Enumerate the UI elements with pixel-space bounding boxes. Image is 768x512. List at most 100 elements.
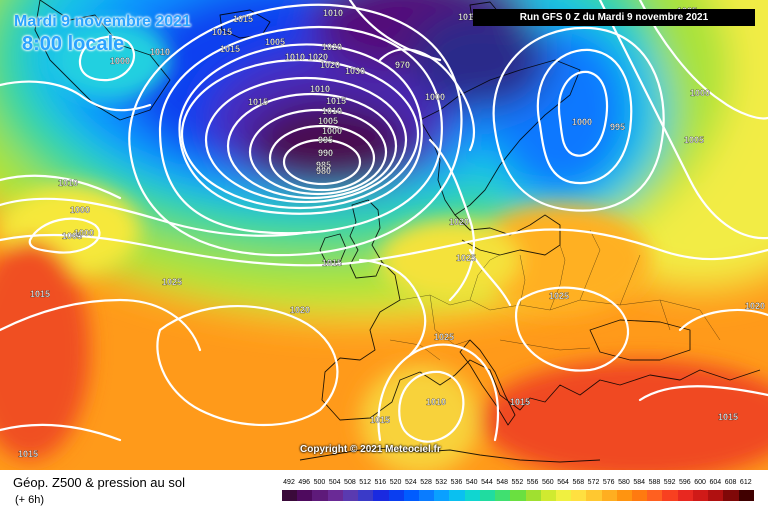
pressure-label: 1015 xyxy=(233,14,253,24)
isobar xyxy=(598,0,768,240)
scale-swatch xyxy=(525,490,541,501)
borders xyxy=(389,229,721,361)
scale-label: 592 xyxy=(663,479,676,486)
footer-forecast-offset: (+ 6h) xyxy=(15,494,45,506)
isobar xyxy=(428,138,475,302)
scale-swatch xyxy=(373,490,389,501)
scale-label: 528 xyxy=(420,479,432,486)
isobar xyxy=(536,48,633,185)
isobar xyxy=(268,124,376,192)
scale-label: 604 xyxy=(709,479,722,486)
pressure-label: 1010 xyxy=(285,52,305,62)
scale-swatch xyxy=(677,490,693,501)
scale-label: 524 xyxy=(404,479,417,486)
pressure-label: 1010 xyxy=(426,397,446,407)
scale-swatch xyxy=(312,490,328,501)
isobar xyxy=(204,76,408,204)
isobar xyxy=(678,308,768,332)
isobars xyxy=(0,0,768,443)
scale-swatch xyxy=(282,490,298,501)
pressure-label: 1025 xyxy=(162,277,182,287)
scale-label: 612 xyxy=(739,479,752,486)
isobar xyxy=(248,108,388,196)
greenland-coast xyxy=(34,0,171,121)
isobar xyxy=(0,80,152,112)
scale-label: 516 xyxy=(374,479,387,486)
scale-label: 540 xyxy=(465,479,478,486)
isobar xyxy=(638,0,768,120)
scale-label: 532 xyxy=(435,479,448,486)
isobar xyxy=(128,3,463,257)
scale-label: 584 xyxy=(633,479,646,486)
isobar xyxy=(156,304,339,427)
isobar xyxy=(226,92,398,200)
pressure-label: 1020 xyxy=(290,305,310,315)
isobar xyxy=(282,138,362,186)
black-sea-coast xyxy=(589,319,691,361)
pressure-label: 995 xyxy=(610,122,625,132)
isobar xyxy=(180,58,420,210)
europe-west-coast xyxy=(321,261,761,421)
scale-swatch xyxy=(464,490,480,501)
pressure-label: 1010 xyxy=(322,106,342,116)
pressure-label: 1010 xyxy=(58,178,78,188)
pressure-label: 1015 xyxy=(326,96,346,106)
pressure-label: 1000 xyxy=(322,126,342,136)
scale-label: 600 xyxy=(694,479,706,486)
pressure-label: 1010 xyxy=(150,47,170,57)
scale-swatch xyxy=(449,490,465,501)
isobar xyxy=(0,174,122,200)
scale-swatch xyxy=(586,490,602,501)
pressure-label: 1000 xyxy=(690,88,710,98)
pressure-label: 1015 xyxy=(248,97,268,107)
scale-swatch xyxy=(327,490,343,501)
pressure-label: 1015 xyxy=(718,412,738,422)
pressure-label: 980 xyxy=(316,166,331,176)
pressure-label: 1020 xyxy=(449,217,469,227)
scale-swatch xyxy=(434,490,450,501)
north-africa-coast xyxy=(299,447,601,463)
scale-label: 572 xyxy=(587,479,600,486)
scale-swatch xyxy=(632,490,648,501)
isobar xyxy=(398,370,465,443)
scale-swatch xyxy=(342,490,359,501)
pressure-label: 1015 xyxy=(18,449,38,459)
scale-swatch xyxy=(708,490,724,501)
scale-label: 552 xyxy=(511,479,524,486)
scale-swatch xyxy=(510,490,526,501)
scale-label: 508 xyxy=(344,479,356,486)
scale-label: 556 xyxy=(526,479,539,486)
pressure-label: 1025 xyxy=(549,291,569,301)
scale-label: 520 xyxy=(389,479,402,486)
scale-label: 504 xyxy=(328,479,341,486)
pressure-label: 1010 xyxy=(458,12,478,22)
pressure-label: 1000 xyxy=(70,205,90,215)
scale-label: 588 xyxy=(648,479,661,486)
pressure-label: 1030 xyxy=(345,66,365,76)
footer-title: Géop. Z500 & pression au sol xyxy=(13,475,185,490)
isobar xyxy=(514,286,630,372)
pressure-label: 990 xyxy=(318,148,333,158)
isobar xyxy=(28,217,101,254)
pressure-label: 1005 xyxy=(684,135,704,145)
scale-swatch xyxy=(601,490,617,501)
scale-label: 608 xyxy=(724,479,737,486)
pressure-labels: 1015101010151015101010001005101010201015… xyxy=(18,6,765,459)
pressure-label: 1025 xyxy=(434,332,454,342)
scale-label: 512 xyxy=(359,479,371,486)
scale-swatch xyxy=(388,490,404,501)
scale-label: 564 xyxy=(557,479,569,486)
pressure-label: 1010 xyxy=(323,8,343,18)
pressure-map: 1015101010151015101010001005101010201015… xyxy=(0,0,768,470)
scale-label: 576 xyxy=(602,479,615,486)
pressure-label: 1010 xyxy=(310,84,330,94)
pressure-label: 1000 xyxy=(74,228,94,238)
pressure-label: 1020 xyxy=(308,52,328,62)
pressure-label: 1015 xyxy=(370,415,390,425)
scale-label: 548 xyxy=(496,479,508,486)
scandinavia-coast xyxy=(419,59,581,216)
chart-date: Mardi 9 novembre 2021 xyxy=(14,13,191,30)
scale-swatch xyxy=(738,490,754,501)
isobar xyxy=(377,343,500,442)
